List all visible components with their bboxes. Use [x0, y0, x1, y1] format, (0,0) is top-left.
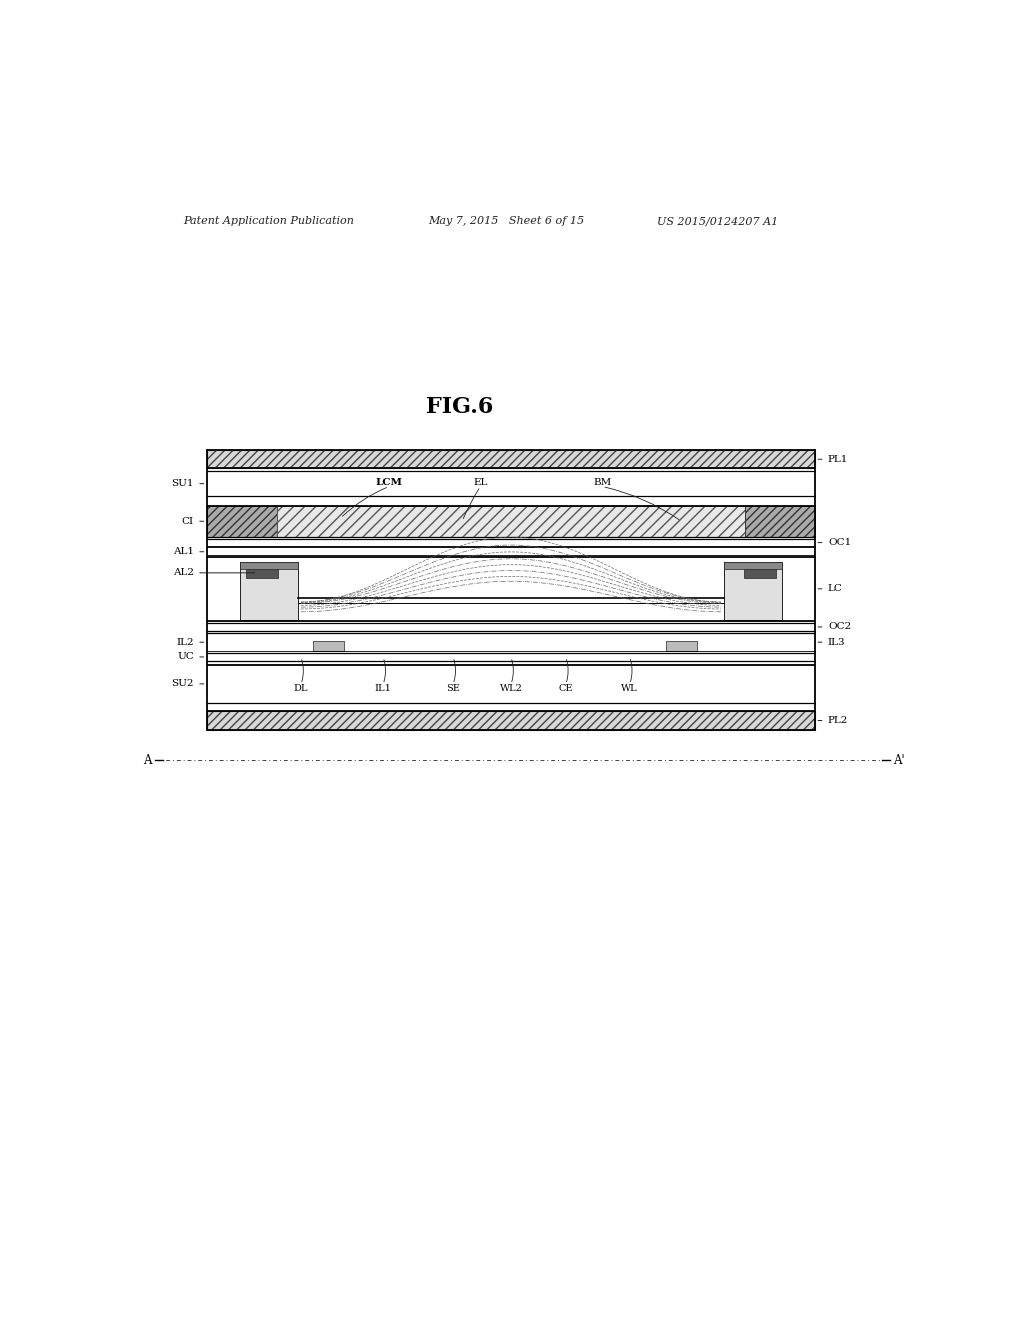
- Bar: [723, 562, 781, 569]
- Bar: [246, 565, 277, 578]
- Text: US 2015/0124207 A1: US 2015/0124207 A1: [656, 216, 777, 227]
- Text: A: A: [143, 754, 151, 767]
- Text: IL1: IL1: [374, 684, 391, 693]
- Text: IL3: IL3: [827, 638, 845, 647]
- Bar: [276, 506, 745, 536]
- Text: May 7, 2015   Sheet 6 of 15: May 7, 2015 Sheet 6 of 15: [428, 216, 584, 227]
- Bar: [206, 711, 814, 730]
- Text: EL: EL: [473, 478, 487, 487]
- Text: WL: WL: [621, 684, 637, 693]
- Text: DL: DL: [293, 684, 308, 693]
- Text: AL2: AL2: [173, 569, 194, 577]
- Text: PL2: PL2: [827, 715, 848, 725]
- Bar: [723, 562, 781, 619]
- Bar: [313, 642, 343, 651]
- Bar: [744, 565, 775, 578]
- Text: WL2: WL2: [499, 684, 522, 693]
- Text: SU1: SU1: [171, 479, 194, 488]
- Text: BM: BM: [592, 478, 610, 487]
- Text: CI: CI: [181, 516, 194, 525]
- Text: CE: CE: [557, 684, 573, 693]
- Text: UC: UC: [177, 652, 194, 661]
- Bar: [239, 562, 298, 569]
- Bar: [239, 562, 298, 619]
- Text: IL2: IL2: [176, 638, 194, 647]
- Bar: [745, 506, 814, 536]
- Text: SU2: SU2: [171, 680, 194, 688]
- Text: OC1: OC1: [827, 539, 850, 546]
- Text: SE: SE: [445, 684, 460, 693]
- Text: Patent Application Publication: Patent Application Publication: [182, 216, 354, 227]
- Bar: [206, 506, 276, 536]
- Text: LC: LC: [827, 585, 842, 594]
- Text: FIG.6: FIG.6: [425, 396, 493, 418]
- Text: PL1: PL1: [827, 455, 848, 463]
- Bar: [206, 450, 814, 469]
- Text: A': A': [892, 754, 904, 767]
- Text: OC2: OC2: [827, 623, 850, 631]
- Bar: [665, 642, 696, 651]
- Text: LCM: LCM: [375, 478, 403, 487]
- Text: AL1: AL1: [173, 548, 194, 556]
